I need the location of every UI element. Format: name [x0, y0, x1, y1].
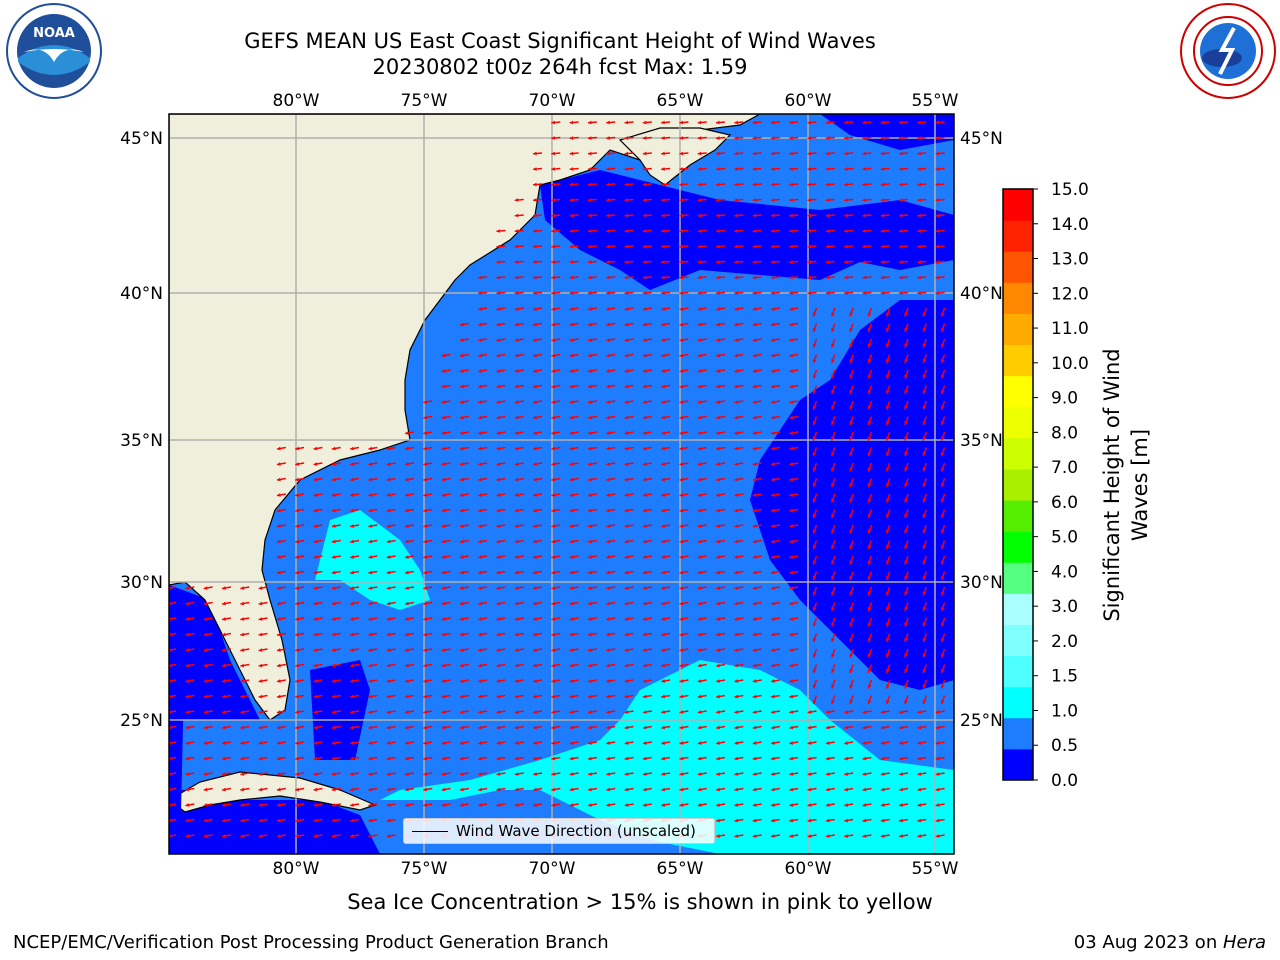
- colorbar-segment: [1003, 562, 1033, 594]
- lon-tick-bottom: 70°W: [529, 859, 576, 879]
- colorbar-segment: [1003, 220, 1033, 252]
- colorbar-label: Significant Height of Wind Waves [m]: [1100, 348, 1152, 622]
- svg-text:NOAA: NOAA: [33, 26, 75, 41]
- lat-tick-left: 25°N: [120, 711, 163, 731]
- lat-tick-right: 25°N: [960, 711, 1003, 731]
- colorbar-segment: [1003, 375, 1033, 408]
- colorbar-tick-label: 10.0: [1051, 354, 1089, 374]
- colorbar-tick-label: 12.0: [1051, 284, 1089, 304]
- lon-tick-top: 70°W: [529, 91, 576, 111]
- footer-machine: Hera: [1222, 932, 1266, 953]
- colorbar-segment: [1003, 468, 1033, 501]
- lon-tick-bottom: 80°W: [273, 859, 320, 879]
- footer-credit: NCEP/EMC/Verification Post Processing Pr…: [13, 932, 609, 953]
- colorbar-tick-label: 6.0: [1051, 493, 1078, 513]
- lat-tick-right: 45°N: [960, 129, 1003, 149]
- chart-subtitle: 20230802 t00z 264h fcst Max: 1.59: [372, 55, 748, 79]
- lat-tick-left: 30°N: [120, 573, 163, 593]
- colorbar-tick-label: 14.0: [1051, 215, 1089, 235]
- lon-tick-top: 80°W: [273, 91, 320, 111]
- chart-title: GEFS MEAN US East Coast Significant Heig…: [244, 29, 876, 53]
- high-wave-region: [315, 510, 430, 610]
- colorbar-segment: [1003, 189, 1033, 221]
- lat-tick-left: 45°N: [120, 129, 163, 149]
- lon-tick-top: 65°W: [657, 91, 704, 111]
- colorbar-segment: [1003, 437, 1033, 470]
- lon-tick-bottom: 60°W: [785, 859, 832, 879]
- lat-tick-right: 30°N: [960, 573, 1003, 593]
- map-frame: [168, 113, 955, 855]
- lon-tick-top: 55°W: [912, 91, 959, 111]
- colorbar-tick-label: 1.5: [1051, 667, 1078, 687]
- colorbar-segment: [1003, 655, 1033, 688]
- colorbar-segment: [1003, 593, 1033, 625]
- colorbar-segment: [1003, 313, 1033, 346]
- colorbar-segment: [1003, 344, 1033, 377]
- colorbar-ticks: 0.0 0.5 1.0 1.5 2.0 3.0 4.0 5.0 6.0 7.0 8.0 9.0 10.0…: [1033, 180, 1089, 791]
- colorbar-segment: [1003, 406, 1033, 439]
- colorbar-segment: [1003, 686, 1033, 719]
- low-wave-region: [169, 790, 380, 854]
- colorbar-tick-label: 0.0: [1051, 771, 1078, 791]
- land-north-america: [169, 114, 761, 721]
- colorbar-tick-label: 13.0: [1051, 250, 1089, 270]
- colorbar-tick-label: 5.0: [1051, 528, 1078, 548]
- lat-tick-left: 35°N: [120, 431, 163, 451]
- lat-tick-right: 40°N: [960, 284, 1003, 304]
- map-legend: Wind Wave Direction (unscaled): [403, 818, 715, 844]
- noaa-logo: NOAA: [4, 2, 104, 104]
- lat-tick-right: 35°N: [960, 431, 1003, 451]
- colorbar-tick-label: 8.0: [1051, 423, 1078, 443]
- colorbar-tick-label: 11.0: [1051, 319, 1089, 339]
- footer-date-text: 03 Aug 2023 on: [1073, 932, 1223, 953]
- colorbar-tick-label: 4.0: [1051, 562, 1078, 582]
- colorbar-segment: [1003, 500, 1033, 532]
- legend-label: Wind Wave Direction (unscaled): [456, 822, 696, 840]
- lon-tick-bottom: 65°W: [657, 859, 704, 879]
- colorbar-tick-label: 3.0: [1051, 597, 1078, 617]
- colorbar-tick-label: 1.0: [1051, 701, 1078, 721]
- colorbar-tick-label: 0.5: [1051, 736, 1078, 756]
- low-wave-region: [310, 660, 370, 760]
- lat-tick-left: 40°N: [120, 284, 163, 304]
- colorbar-segment: [1003, 717, 1033, 750]
- colorbar-segment: [1003, 624, 1033, 657]
- lon-tick-top: 60°W: [785, 91, 832, 111]
- footer-date: 03 Aug 2023 on Hera: [1074, 932, 1266, 953]
- colorbar: [1002, 188, 1034, 781]
- colorbar-tick-label: 7.0: [1051, 458, 1078, 478]
- colorbar-segment: [1003, 251, 1033, 283]
- colorbar-tick-label: 15.0: [1051, 180, 1089, 200]
- nws-logo: [1178, 2, 1278, 104]
- colorbar-tick-label: 9.0: [1051, 389, 1078, 409]
- colorbar-segment: [1003, 748, 1033, 781]
- graticule: [169, 114, 954, 854]
- colorbar-segment: [1003, 531, 1033, 563]
- sea-ice-note: Sea Ice Concentration > 15% is shown in …: [347, 890, 933, 914]
- colorbar-segment: [1003, 282, 1033, 314]
- lon-tick-bottom: 55°W: [912, 859, 959, 879]
- lon-tick-top: 75°W: [401, 91, 448, 111]
- lon-tick-bottom: 75°W: [401, 859, 448, 879]
- colorbar-tick-label: 2.0: [1051, 632, 1078, 652]
- legend-line-icon: [412, 830, 448, 832]
